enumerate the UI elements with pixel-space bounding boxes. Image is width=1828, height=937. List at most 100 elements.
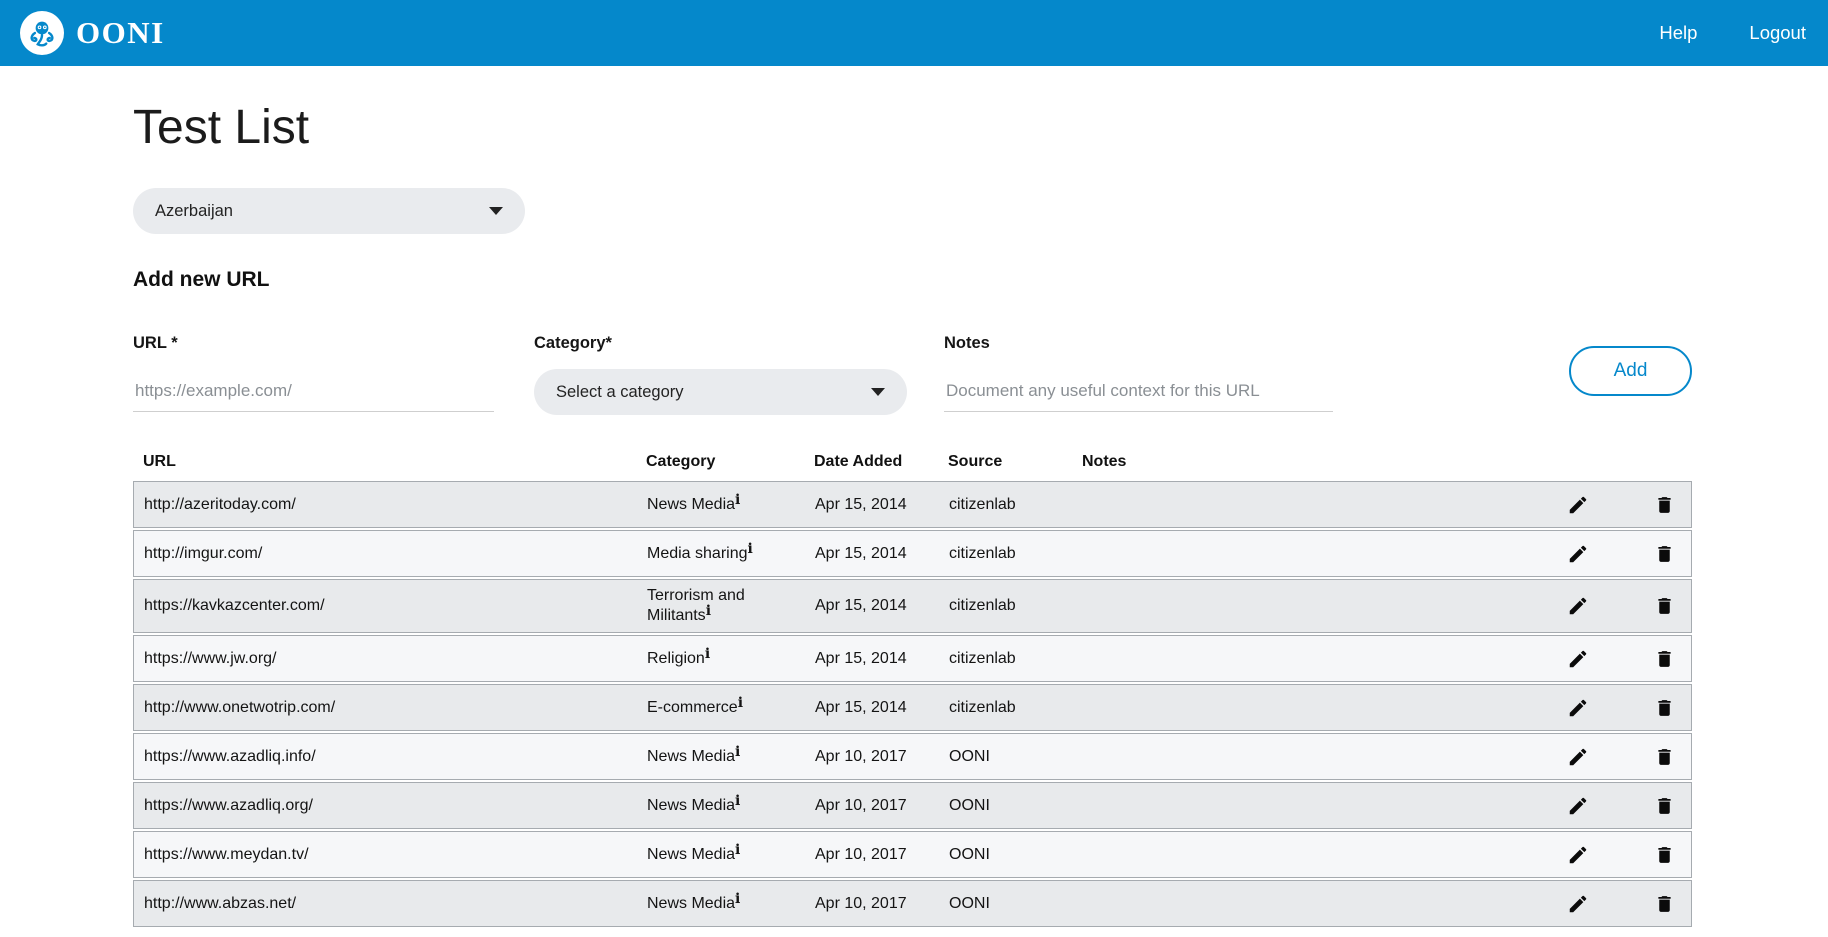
- delete-button[interactable]: [1650, 490, 1679, 520]
- row-category: Religioni: [647, 645, 815, 669]
- category-select[interactable]: Select a category: [534, 369, 907, 416]
- table-row: https://www.jw.org/ Religioni Apr 15, 20…: [133, 635, 1692, 683]
- notes-input[interactable]: [944, 369, 1333, 413]
- edit-button[interactable]: [1563, 742, 1593, 772]
- category-label: Category*: [534, 334, 612, 353]
- edit-button[interactable]: [1563, 840, 1593, 870]
- row-source: OONI: [949, 796, 990, 814]
- row-date-added: Apr 10, 2017: [815, 845, 907, 863]
- trash-icon: [1658, 650, 1671, 667]
- delete-button[interactable]: [1650, 644, 1679, 674]
- pencil-icon: [1569, 895, 1587, 912]
- add-url-form: URL * Category* Select a category Notes …: [133, 334, 1692, 416]
- category-info-icon[interactable]: i: [735, 792, 741, 809]
- table-row: https://kavkazcenter.com/ Terrorism and …: [133, 579, 1692, 634]
- row-category: News Mediai: [647, 841, 815, 865]
- delete-button[interactable]: [1650, 840, 1679, 870]
- delete-button[interactable]: [1650, 539, 1679, 569]
- add-url-heading: Add new URL: [133, 268, 270, 292]
- column-header-notes: Notes: [1082, 453, 1127, 471]
- pencil-icon: [1569, 748, 1587, 765]
- edit-button[interactable]: [1563, 539, 1593, 569]
- row-source: OONI: [949, 845, 990, 863]
- chevron-down-icon: [489, 207, 503, 216]
- pencil-icon: [1569, 496, 1587, 513]
- category-info-icon[interactable]: i: [735, 743, 741, 760]
- row-url: http://azeritoday.com/: [144, 495, 296, 513]
- row-category-label: Media sharing: [647, 544, 748, 562]
- row-date-added: Apr 15, 2014: [815, 495, 907, 513]
- row-category-label: News Media: [647, 796, 736, 814]
- notes-label: Notes: [944, 334, 990, 353]
- delete-button[interactable]: [1650, 889, 1679, 919]
- category-info-icon[interactable]: i: [735, 841, 741, 858]
- row-category-label: E-commerce: [647, 698, 738, 716]
- trash-icon: [1658, 598, 1671, 615]
- category-info-icon[interactable]: i: [704, 645, 711, 662]
- row-date-added: Apr 10, 2017: [815, 747, 907, 765]
- edit-button[interactable]: [1563, 591, 1593, 621]
- category-info-icon[interactable]: i: [735, 890, 741, 907]
- row-category-label: News Media: [647, 845, 736, 863]
- row-category: Terrorism and Militantsi: [647, 586, 815, 626]
- category-info-icon[interactable]: i: [735, 491, 741, 508]
- delete-button[interactable]: [1650, 591, 1679, 621]
- table-row: https://www.meydan.tv/ News Mediai Apr 1…: [133, 831, 1692, 879]
- row-category-label: News Media: [647, 495, 736, 513]
- country-select[interactable]: Azerbaijan: [133, 188, 525, 235]
- table-row: http://imgur.com/ Media sharingi Apr 15,…: [133, 530, 1692, 578]
- edit-button[interactable]: [1563, 889, 1593, 919]
- row-category: News Mediai: [647, 890, 815, 914]
- pencil-icon: [1569, 797, 1587, 814]
- category-info-icon[interactable]: i: [705, 603, 712, 620]
- edit-button[interactable]: [1563, 791, 1593, 821]
- row-category-label: News Media: [647, 747, 736, 765]
- edit-button[interactable]: [1563, 644, 1593, 674]
- row-url: http://imgur.com/: [144, 544, 263, 562]
- row-category-label: News Media: [647, 894, 736, 912]
- help-link[interactable]: Help: [1659, 22, 1698, 43]
- country-select-value: Azerbaijan: [155, 201, 233, 220]
- delete-button[interactable]: [1650, 742, 1679, 772]
- edit-button[interactable]: [1563, 693, 1593, 723]
- brand-wordmark: OONI: [76, 15, 165, 50]
- row-source: OONI: [949, 894, 990, 912]
- row-date-added: Apr 15, 2014: [815, 597, 907, 615]
- pencil-icon: [1569, 699, 1587, 716]
- table-row: http://www.onetwotrip.com/ E-commercei A…: [133, 684, 1692, 732]
- row-source: citizenlab: [949, 649, 1016, 667]
- add-button[interactable]: Add: [1569, 346, 1692, 397]
- row-source: citizenlab: [949, 544, 1016, 562]
- row-date-added: Apr 15, 2014: [815, 544, 907, 562]
- row-url: https://kavkazcenter.com/: [144, 597, 325, 615]
- row-url: https://www.azadliq.info/: [144, 747, 316, 765]
- pencil-icon: [1569, 650, 1587, 667]
- category-info-icon[interactable]: i: [747, 540, 753, 557]
- delete-button[interactable]: [1650, 791, 1679, 821]
- row-url: https://www.azadliq.org/: [144, 796, 313, 814]
- edit-button[interactable]: [1563, 490, 1593, 520]
- url-input[interactable]: [133, 369, 494, 413]
- row-category-label: Terrorism and Militants: [647, 587, 745, 625]
- trash-icon: [1658, 797, 1671, 814]
- table-row: https://www.azadliq.org/ News Mediai Apr…: [133, 782, 1692, 830]
- chevron-down-icon: [871, 388, 885, 397]
- table-body: http://azeritoday.com/ News Mediai Apr 1…: [133, 481, 1692, 928]
- table-row: http://www.abzas.net/ News Mediai Apr 10…: [133, 880, 1692, 928]
- main-content: Test List Azerbaijan Add new URL URL * C…: [0, 66, 1828, 928]
- trash-icon: [1658, 748, 1671, 765]
- table-row: http://azeritoday.com/ News Mediai Apr 1…: [133, 481, 1692, 529]
- trash-icon: [1658, 895, 1671, 912]
- trash-icon: [1658, 846, 1671, 863]
- category-info-icon[interactable]: i: [737, 694, 744, 711]
- logout-link[interactable]: Logout: [1749, 22, 1806, 43]
- row-category: Media sharingi: [647, 540, 815, 564]
- column-header-category: Category: [646, 453, 716, 471]
- row-url: http://www.abzas.net/: [144, 894, 297, 912]
- ooni-home-link[interactable]: OONI: [20, 11, 165, 55]
- url-label: URL *: [133, 334, 178, 353]
- row-url: https://www.jw.org/: [144, 649, 277, 667]
- pencil-icon: [1569, 597, 1587, 615]
- delete-button[interactable]: [1650, 693, 1679, 723]
- row-source: citizenlab: [949, 698, 1016, 716]
